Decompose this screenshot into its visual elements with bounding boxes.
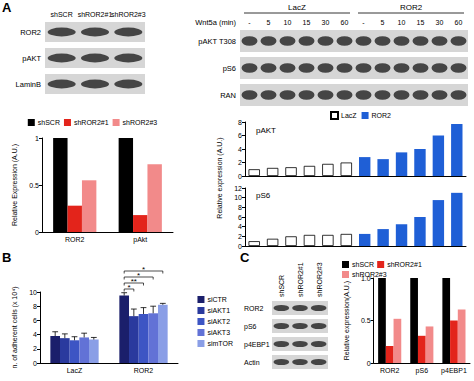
svg-text:0: 0: [33, 360, 37, 367]
svg-text:8: 8: [238, 119, 242, 126]
svg-text:Relative expression (A.U.): Relative expression (A.U.): [216, 137, 224, 218]
svg-text:siAKT3: siAKT3: [207, 329, 230, 336]
svg-text:1: 1: [35, 135, 39, 142]
svg-text:-: -: [362, 19, 365, 26]
svg-text:shROR2#1: shROR2#1: [297, 262, 304, 297]
svg-text:12: 12: [234, 185, 242, 192]
svg-text:Actin: Actin: [244, 359, 260, 366]
svg-text:p4EBP1: p4EBP1: [441, 367, 467, 375]
svg-text:pS6: pS6: [244, 323, 257, 331]
svg-text:30: 30: [322, 19, 330, 26]
svg-text:ROR2: ROR2: [244, 305, 264, 312]
svg-text:6: 6: [238, 214, 242, 221]
svg-text:1.0: 1.0: [360, 274, 371, 282]
svg-text:LacZ: LacZ: [288, 3, 306, 12]
svg-text:15: 15: [303, 19, 311, 26]
svg-text:LacZ: LacZ: [341, 112, 357, 119]
svg-text:5: 5: [381, 19, 385, 26]
svg-text:A: A: [2, 0, 12, 15]
svg-text:-: -: [248, 19, 251, 26]
svg-text:10: 10: [29, 289, 37, 296]
svg-text:pAKT: pAKT: [22, 54, 41, 63]
svg-text:shSCR: shSCR: [352, 261, 374, 268]
svg-text:2: 2: [238, 233, 242, 240]
svg-text:shROR2#3: shROR2#3: [111, 11, 146, 18]
svg-text:Relative expression(A.U.): Relative expression(A.U.): [343, 281, 351, 360]
svg-text:0: 0: [35, 229, 39, 236]
svg-text:0: 0: [238, 173, 242, 180]
svg-text:6: 6: [33, 317, 37, 324]
svg-text:B: B: [2, 250, 11, 265]
svg-text:4: 4: [33, 331, 37, 338]
svg-text:RAN: RAN: [220, 91, 236, 100]
svg-text:shROR2#3: shROR2#3: [123, 119, 158, 126]
svg-text:p4EBP1: p4EBP1: [244, 341, 270, 349]
svg-text:LaminB: LaminB: [16, 80, 41, 89]
svg-text:0: 0: [367, 360, 371, 367]
svg-text:Wnt5a (min): Wnt5a (min): [195, 18, 236, 27]
svg-text:pS6: pS6: [223, 64, 236, 73]
svg-text:simTOR: simTOR: [207, 340, 233, 347]
svg-text:shSCR: shSCR: [278, 275, 285, 297]
svg-text:0: 0: [238, 243, 242, 250]
svg-text:n. of adherent cells (x 10⁴): n. of adherent cells (x 10⁴): [11, 287, 19, 369]
svg-text:15: 15: [417, 19, 425, 26]
svg-text:LacZ: LacZ: [67, 367, 83, 374]
svg-text:shROR2#3: shROR2#3: [316, 262, 323, 297]
svg-text:ROR2: ROR2: [372, 112, 392, 119]
svg-text:60: 60: [341, 19, 349, 26]
svg-text:shROR2#3: shROR2#3: [352, 271, 387, 278]
svg-text:shROR2#1: shROR2#1: [74, 119, 109, 126]
svg-text:ROR2: ROR2: [20, 28, 41, 37]
svg-text:30: 30: [436, 19, 444, 26]
svg-text:shSCR: shSCR: [51, 11, 73, 18]
svg-text:4: 4: [238, 223, 242, 230]
svg-text:pS6: pS6: [256, 191, 271, 200]
svg-text:siAKT2: siAKT2: [207, 318, 230, 325]
svg-text:6: 6: [238, 132, 242, 139]
svg-text:ROR2: ROR2: [400, 3, 423, 12]
svg-text:pAkt: pAkt: [133, 236, 147, 244]
svg-text:*: *: [142, 265, 145, 274]
svg-text:60: 60: [455, 19, 463, 26]
svg-text:shROR2#1: shROR2#1: [78, 11, 113, 18]
svg-text:Relative Expression (A.U.): Relative Expression (A.U.): [11, 144, 19, 226]
svg-text:shSCR: shSCR: [38, 119, 60, 126]
svg-text:8: 8: [33, 303, 37, 310]
svg-text:8: 8: [238, 204, 242, 211]
svg-text:0.5: 0.5: [361, 317, 371, 324]
svg-text:2: 2: [238, 159, 242, 166]
svg-text:pS6: pS6: [416, 367, 429, 375]
svg-text:ROR2: ROR2: [380, 367, 400, 374]
svg-text:4: 4: [238, 146, 242, 153]
svg-text:10: 10: [398, 19, 406, 26]
svg-text:0.5: 0.5: [29, 182, 39, 189]
svg-text:pAKT T308: pAKT T308: [198, 37, 236, 46]
svg-text:ROR2: ROR2: [65, 236, 85, 243]
svg-text:siCTR: siCTR: [207, 296, 226, 303]
svg-text:10: 10: [284, 19, 292, 26]
svg-text:10: 10: [234, 194, 242, 201]
svg-text:shROR2#1: shROR2#1: [387, 261, 422, 268]
svg-text:C: C: [240, 250, 250, 265]
svg-text:siAKT1: siAKT1: [207, 307, 230, 314]
svg-text:*: *: [137, 271, 140, 280]
svg-text:pAKT: pAKT: [256, 126, 276, 135]
svg-text:ROR2: ROR2: [134, 367, 154, 374]
svg-text:**: **: [131, 277, 137, 286]
svg-text:5: 5: [267, 19, 271, 26]
svg-text:2: 2: [33, 345, 37, 352]
